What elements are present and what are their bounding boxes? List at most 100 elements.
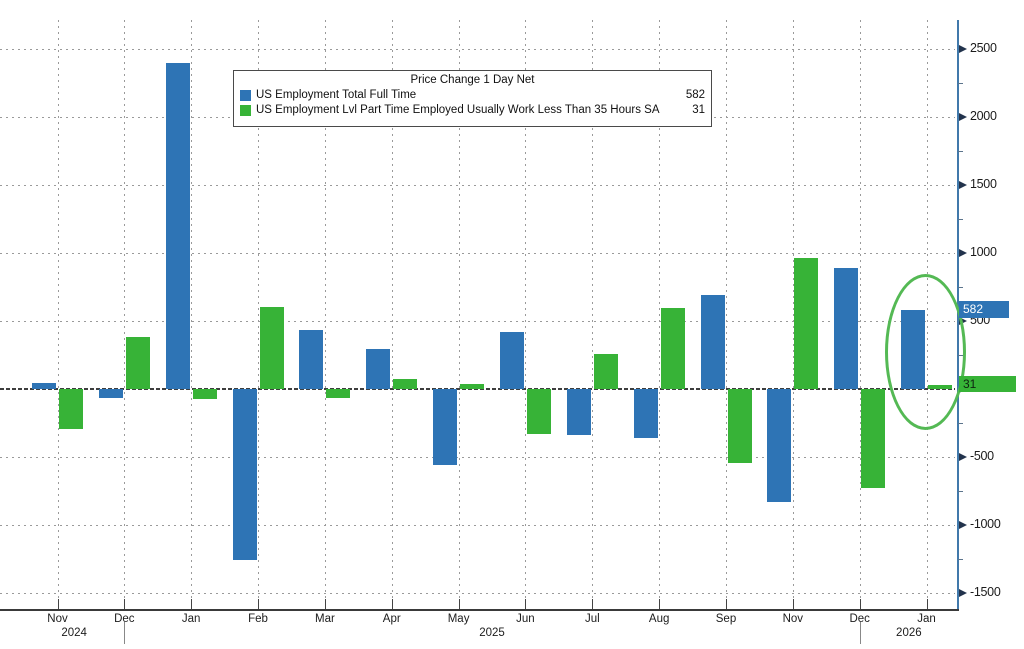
y-minor-tick	[958, 559, 963, 560]
bar-full-time-jan-2	[165, 62, 190, 389]
x-tick	[659, 599, 661, 609]
x-tick	[324, 599, 326, 609]
x-axis-month-label: Feb	[248, 613, 268, 625]
bar-part-time-may-6	[460, 384, 485, 389]
gridline-horizontal	[0, 525, 955, 526]
gridline-vertical	[258, 20, 260, 606]
bar-full-time-mar-4	[299, 329, 324, 389]
y-tick-arrow-icon	[959, 249, 967, 257]
legend-value-part-time: 31	[692, 104, 705, 116]
x-tick	[525, 599, 527, 609]
bar-part-time-dec-1	[125, 337, 150, 389]
legend-label-full-time: US Employment Total Full Time	[256, 89, 417, 101]
bar-part-time-jul-8	[593, 354, 618, 389]
x-axis-month-label: Aug	[648, 613, 670, 625]
year-separator	[124, 622, 126, 644]
legend-row-part-time: US Employment Lvl Part Time Employed Usu…	[240, 103, 705, 118]
x-axis-month-label: Dec	[114, 613, 135, 625]
gridline-horizontal	[0, 321, 955, 322]
bar-part-time-dec-12	[861, 389, 886, 489]
gridline-vertical	[57, 20, 59, 606]
y-axis-label: -1500	[970, 585, 1001, 599]
y-tick-arrow-icon	[959, 453, 967, 461]
gridline-vertical	[659, 20, 661, 606]
gridline-vertical	[726, 20, 727, 606]
legend-row-full-time: US Employment Total Full Time 582	[240, 88, 705, 103]
bar-part-time-jan-2	[192, 389, 217, 400]
x-axis-month-label: Jul	[584, 613, 600, 625]
y-tick-arrow-icon	[959, 589, 967, 597]
gridline-horizontal	[0, 457, 955, 458]
x-tick	[391, 599, 393, 609]
bar-full-time-jul-8	[566, 389, 591, 436]
gridline-vertical	[859, 20, 861, 606]
bar-full-time-feb-3	[232, 389, 257, 561]
x-axis-month-label: Apr	[382, 613, 401, 625]
bar-full-time-dec-1	[98, 389, 123, 398]
zero-baseline	[0, 388, 955, 390]
legend-value-full-time: 582	[685, 89, 705, 101]
legend-box: Price Change 1 Day Net US Employment Tot…	[233, 70, 712, 127]
y-axis-label: -500	[970, 449, 994, 463]
gridline-vertical	[592, 20, 594, 606]
part-time-swatch-icon	[240, 105, 251, 116]
bar-full-time-sep-10	[700, 295, 725, 389]
full-time-swatch-icon	[240, 90, 251, 101]
gridline-vertical	[124, 20, 126, 606]
y-axis-label: -1000	[970, 517, 1001, 531]
x-axis-year-label: 2024	[61, 627, 87, 639]
x-axis-month-label: May	[447, 613, 470, 625]
gridline-horizontal	[0, 49, 955, 50]
y-minor-tick	[958, 491, 963, 492]
last-value-tag-full-time: 582	[959, 301, 1009, 318]
y-axis-label: 2500	[970, 41, 997, 55]
y-minor-tick	[958, 151, 963, 152]
x-axis-month-label: Jan	[917, 613, 936, 625]
year-separator	[859, 622, 861, 644]
x-axis-year-label: 2026	[896, 627, 922, 639]
last-value-tag-part-time: 31	[959, 376, 1016, 392]
y-minor-tick	[958, 83, 963, 84]
x-tick	[926, 599, 928, 609]
bar-part-time-apr-5	[393, 378, 418, 389]
gridline-vertical	[792, 20, 794, 606]
x-axis-month-label: Jan	[181, 613, 201, 625]
y-axis-label: 1000	[970, 245, 997, 259]
x-axis-month-label: Jun	[516, 613, 535, 625]
gridline-vertical	[324, 20, 326, 606]
bar-part-time-sep-10	[727, 389, 752, 464]
y-minor-tick	[958, 423, 963, 424]
bar-full-time-apr-5	[366, 348, 391, 389]
x-axis-month-label: Mar	[314, 613, 335, 625]
bar-part-time-feb-3	[259, 306, 284, 389]
legend-label-part-time: US Employment Lvl Part Time Employed Usu…	[256, 104, 660, 116]
x-tick	[124, 599, 126, 609]
bar-full-time-nov-11	[767, 389, 792, 502]
bar-part-time-nov-11	[794, 258, 819, 389]
gridline-vertical	[191, 20, 193, 606]
y-minor-tick	[958, 287, 963, 288]
x-axis-month-label: Nov	[782, 613, 804, 625]
x-tick	[859, 599, 861, 609]
y-tick-arrow-icon	[959, 45, 967, 53]
x-axis-year-label: 2025	[479, 627, 505, 639]
gridline-horizontal	[0, 593, 955, 594]
bar-part-time-jun-7	[526, 389, 551, 434]
bar-full-time-nov-0	[32, 382, 56, 389]
y-tick-arrow-icon	[959, 317, 967, 325]
gridline-horizontal	[0, 185, 955, 186]
bar-full-time-aug-9	[633, 389, 658, 438]
gridline-vertical	[525, 20, 527, 606]
gridline-vertical	[391, 20, 393, 606]
x-axis-month-label: Dec	[849, 613, 870, 625]
x-tick	[258, 599, 260, 609]
x-tick	[458, 599, 460, 609]
y-axis-label: 2000	[970, 109, 997, 123]
bar-part-time-nov-0	[59, 389, 83, 430]
x-tick	[726, 599, 727, 609]
x-axis-month-label: Nov	[47, 613, 68, 625]
y-minor-tick	[958, 219, 963, 220]
gridline-horizontal	[0, 253, 955, 254]
x-tick	[792, 599, 794, 609]
